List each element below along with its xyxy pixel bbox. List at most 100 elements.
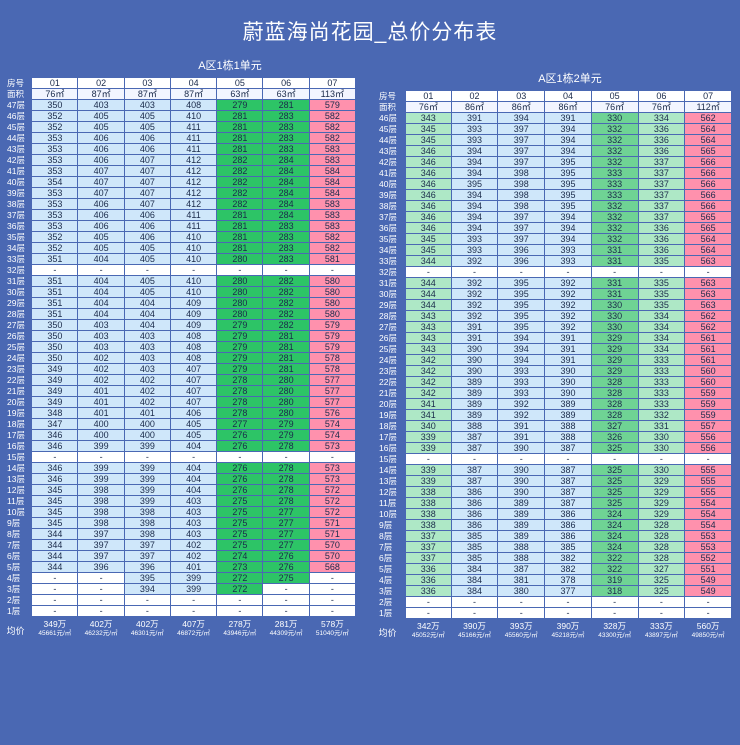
price-table-unit-2: 房号 01 02 03 04 05 06 07 面积 76㎡ 86㎡ 86㎡ 86㎡ 76㎡ 76㎡ 112㎡…: [378, 90, 732, 644]
price-cell: 407: [77, 176, 125, 188]
floor-label: 10层: [378, 508, 406, 520]
price-cell: 394: [497, 354, 546, 366]
price-cell: 344: [404, 288, 452, 300]
price-cell: 549: [684, 574, 732, 586]
table-row: 33层 344 392 396 393 331 335 563: [378, 255, 732, 267]
price-cell: 405: [77, 110, 125, 122]
price-cell: 382: [544, 552, 592, 564]
average-cell: 390万 45166元/㎡: [451, 618, 498, 644]
price-cell: 394: [544, 222, 592, 234]
price-cell: 407: [123, 165, 171, 177]
price-cell: 580: [308, 308, 357, 320]
price-cell: 281: [216, 121, 264, 133]
price-cell: -: [637, 607, 686, 619]
price-cell: 275: [216, 517, 264, 529]
price-cell: 282: [216, 165, 264, 177]
floor-label: 25层: [5, 341, 33, 353]
average-cell: 349万 45661元/㎡: [31, 616, 78, 642]
average-label: 均价: [378, 618, 406, 644]
price-cell: 391: [544, 112, 592, 124]
price-cell: 583: [308, 154, 357, 166]
price-cell: 390: [544, 387, 592, 399]
price-cell: -: [77, 583, 125, 595]
price-cell: 395: [123, 572, 171, 584]
price-cell: 344: [404, 299, 452, 311]
price-cell: 556: [684, 442, 732, 454]
room-number: 04: [169, 77, 218, 89]
price-cell: 394: [544, 134, 592, 146]
price-cell: 329: [637, 497, 686, 509]
price-cell: 411: [169, 220, 218, 232]
price-cell: 582: [308, 132, 357, 144]
price-cell: 325: [590, 475, 639, 487]
price-cell: 384: [450, 585, 499, 597]
floor-label: 35层: [5, 231, 33, 243]
price-cell: 386: [544, 519, 592, 531]
room-label: 房号: [5, 77, 33, 89]
floor-label: 20层: [5, 396, 33, 408]
price-cell: 342: [404, 365, 452, 377]
price-cell: 392: [497, 398, 546, 410]
price-cell: 282: [216, 154, 264, 166]
price-cell: 580: [308, 297, 357, 309]
price-cell: 382: [544, 563, 592, 575]
average-unit-price: 44309元/㎡: [269, 630, 303, 637]
average-unit-price: 46301元/㎡: [130, 630, 164, 637]
average-cell: 278万 43946元/㎡: [216, 616, 263, 642]
floor-label: 30层: [5, 286, 33, 298]
price-cell: 342: [404, 376, 452, 388]
average-total: 390万: [463, 621, 486, 631]
price-cell: 386: [544, 508, 592, 520]
table-row: 19层 341 389 392 389 328 332 559: [378, 409, 732, 421]
price-cell: 396: [77, 561, 125, 573]
price-cell: 560: [684, 365, 732, 377]
area-row: 面积 76㎡ 87㎡ 87㎡ 87㎡ 63㎡ 63㎡ 113㎡: [5, 88, 357, 100]
price-cell: 329: [590, 365, 639, 377]
price-cell: 281: [262, 330, 310, 342]
table-row: 16层 339 387 390 387 325 330 556: [378, 442, 732, 454]
price-cell: 335: [637, 277, 686, 289]
price-cell: 336: [637, 145, 686, 157]
price-cell: 403: [77, 319, 125, 331]
price-cell: 395: [497, 310, 546, 322]
price-cell: 353: [31, 187, 79, 199]
table-row: 3层 - -394 399 272- -: [5, 583, 357, 595]
floor-label: 24层: [378, 354, 406, 366]
price-cell: 397: [123, 550, 171, 562]
price-cell: 579: [308, 341, 357, 353]
price-cell: 345: [404, 123, 452, 135]
price-cell: 344: [31, 561, 79, 573]
average-cell: 390万 45218元/㎡: [544, 618, 592, 644]
floor-label: 7层: [378, 541, 406, 553]
price-cell: 560: [684, 376, 732, 388]
price-cell: 333: [590, 189, 639, 201]
price-cell: 281: [262, 99, 310, 111]
price-cell: 337: [404, 552, 452, 564]
price-cell: 392: [450, 310, 499, 322]
floor-label: 3层: [5, 583, 33, 595]
area-label: 面积: [5, 88, 33, 100]
average-cell: 342万 45052元/㎡: [405, 618, 452, 644]
price-cell: 392: [450, 255, 499, 267]
price-cell: 332: [590, 156, 639, 168]
price-cell: 406: [77, 154, 125, 166]
table-row: 46层 352 405 405 410 281 283 582: [5, 110, 357, 122]
price-cell: 345: [31, 506, 79, 518]
price-cell: 340: [404, 420, 452, 432]
price-cell: 395: [544, 200, 592, 212]
price-cell: 396: [497, 255, 546, 267]
price-cell: 562: [684, 310, 732, 322]
price-cell: 412: [169, 176, 218, 188]
price-cell: 394: [450, 156, 499, 168]
price-cell: 322: [590, 563, 639, 575]
price-cell: -: [262, 594, 310, 606]
price-cell: 388: [497, 541, 546, 553]
price-cell: 400: [123, 429, 171, 441]
price-cell: 399: [123, 462, 171, 474]
price-cell: 583: [308, 198, 357, 210]
floor-label: 18层: [5, 418, 33, 430]
price-cell: 334: [637, 112, 686, 124]
price-cell: 391: [497, 420, 546, 432]
price-cell: 322: [590, 552, 639, 564]
price-cell: -: [404, 453, 452, 465]
